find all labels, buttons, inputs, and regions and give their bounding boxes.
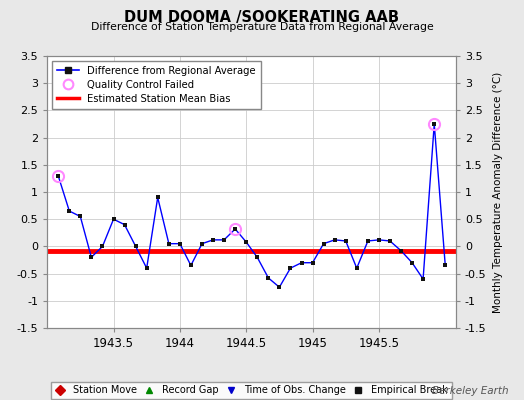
Text: DUM DOOMA /SOOKERATING AAB: DUM DOOMA /SOOKERATING AAB bbox=[125, 10, 399, 25]
Legend: Station Move, Record Gap, Time of Obs. Change, Empirical Break: Station Move, Record Gap, Time of Obs. C… bbox=[51, 382, 452, 399]
Y-axis label: Monthly Temperature Anomaly Difference (°C): Monthly Temperature Anomaly Difference (… bbox=[494, 71, 504, 313]
Text: Berkeley Earth: Berkeley Earth bbox=[432, 386, 508, 396]
Text: Difference of Station Temperature Data from Regional Average: Difference of Station Temperature Data f… bbox=[91, 22, 433, 32]
